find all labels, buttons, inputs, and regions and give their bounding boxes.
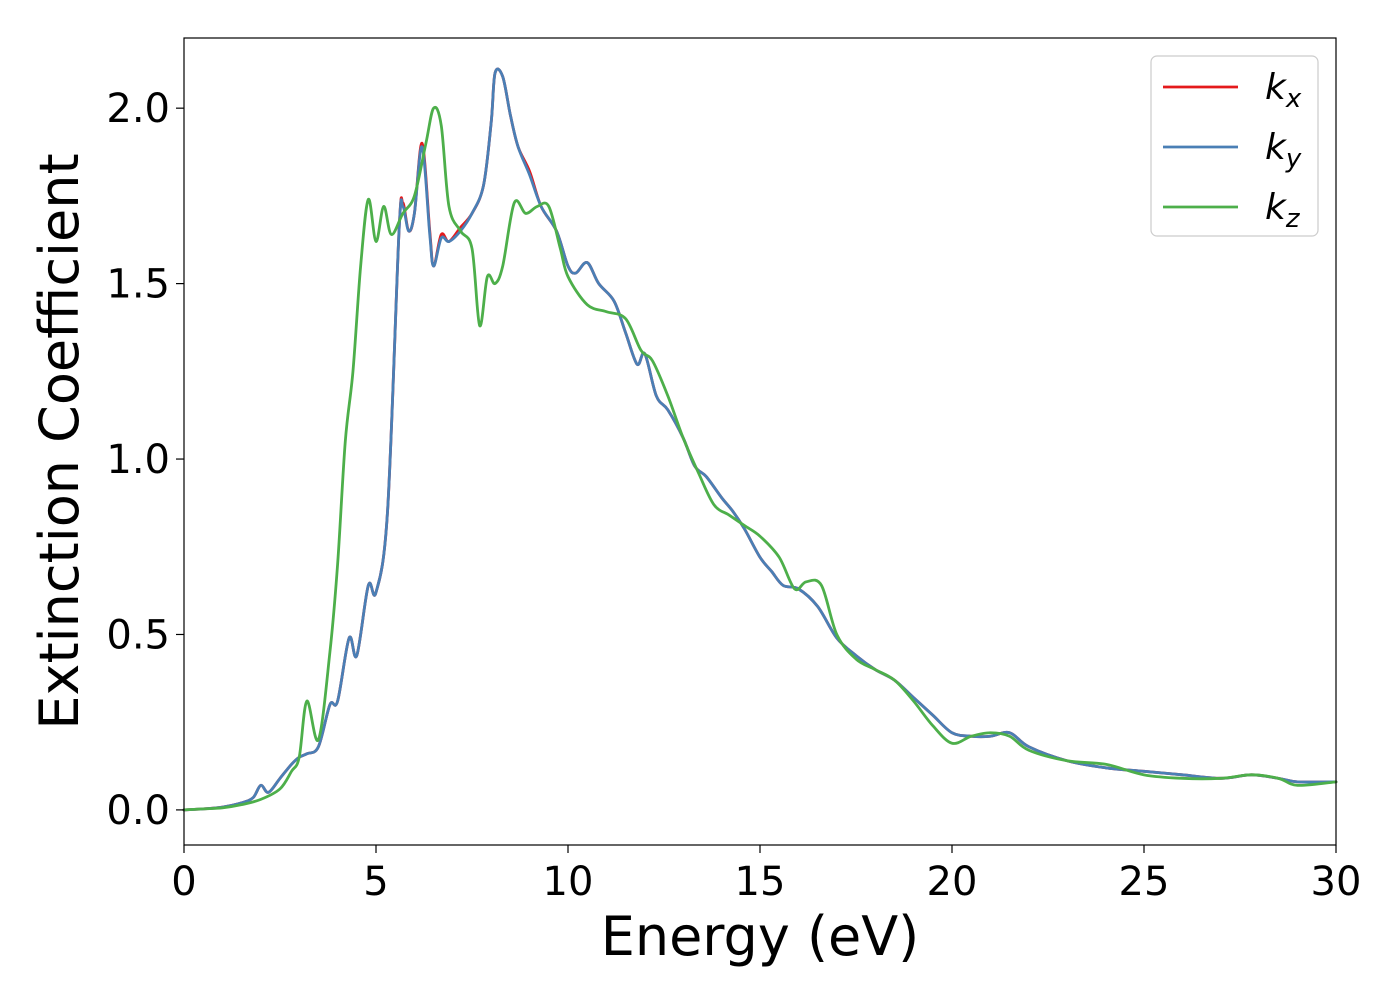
series-line-ky (182, 67, 1338, 812)
x-tick-label: 15 (735, 859, 786, 905)
legend-label-ky: ky (1265, 127, 1302, 174)
x-tick-label: 0 (171, 859, 196, 905)
legend-label-base: k (1265, 67, 1288, 108)
legend-label-kz: kz (1265, 187, 1301, 234)
legend-label-kx: kx (1265, 67, 1302, 114)
legend-label-base: k (1265, 187, 1288, 228)
x-tick-label: 20 (927, 859, 978, 905)
x-tick-label: 10 (543, 859, 594, 905)
y-axis-title: Extinction Coefficient (28, 153, 91, 729)
x-tick-label: 5 (363, 859, 388, 905)
x-axis-title: Energy (eV) (601, 905, 920, 968)
y-tick-label: 0.5 (106, 612, 170, 658)
y-tick-label: 1.5 (106, 262, 170, 308)
legend-label-subscript: z (1285, 204, 1301, 234)
y-tick-label: 2.0 (106, 86, 170, 132)
x-tick-label: 25 (1119, 859, 1170, 905)
x-tick-label: 30 (1311, 859, 1362, 905)
y-axis: 0.0 0.5 1.0 1.5 2.0 (106, 86, 184, 834)
legend-label-base: k (1265, 127, 1288, 168)
legend-label-subscript: y (1285, 144, 1302, 174)
x-axis: 0 5 10 15 20 25 30 (171, 845, 1361, 905)
series-line-kz (182, 105, 1338, 812)
y-tick-label: 0.0 (106, 788, 170, 834)
legend-label-subscript: x (1285, 84, 1302, 114)
series-layer (182, 67, 1338, 812)
y-tick-label: 1.0 (106, 437, 170, 483)
